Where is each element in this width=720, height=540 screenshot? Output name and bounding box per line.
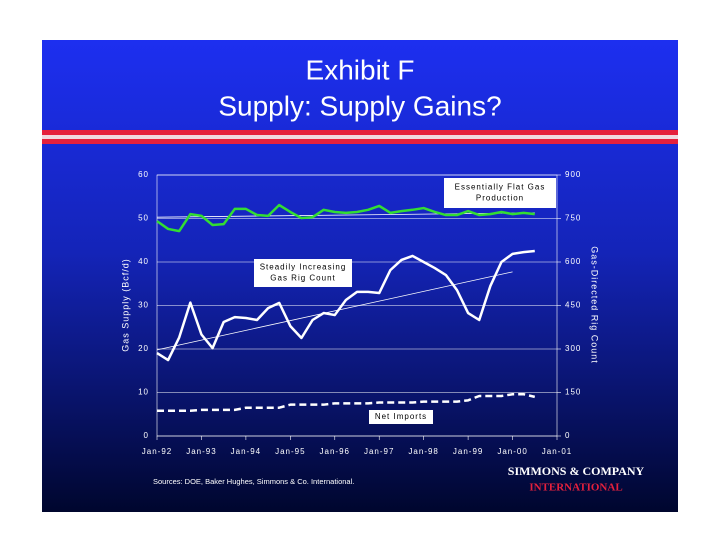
y-tick-label: 0 [144,431,149,440]
y-axis-label: Gas Supply (Bcf/d) [120,258,130,352]
y-tick-label: 50 [138,214,149,223]
logo-name: SIMMONS & COMPANY [508,464,645,478]
x-tick-label: Jan-93 [186,447,216,456]
series-line [156,203,535,233]
series-line [156,249,535,362]
x-tick-label: Jan-94 [231,447,261,456]
y2-tick-label: 600 [565,257,581,266]
source-note: Sources: DOE, Baker Hughes, Simmons & Co… [153,477,354,486]
annotation-box [444,178,556,208]
x-tick-label: Jan-92 [142,447,172,456]
y-tick-label: 60 [138,170,149,179]
y-tick-label: 10 [138,388,149,397]
y2-axis-label: Gas-Directed Rig Count [590,246,600,364]
chart-title: Exhibit F [306,54,415,85]
chart-subtitle: Supply: Supply Gains? [218,90,501,121]
y2-tick-label: 300 [565,344,581,353]
x-tick-label: Jan-01 [542,447,572,456]
y-tick-label: 30 [138,301,149,310]
y-tick-label: 40 [138,257,149,266]
slide-background [42,40,678,512]
series-line [157,392,536,413]
stripe [42,130,678,135]
x-tick-label: Jan-00 [497,447,527,456]
annotation-box [369,410,433,424]
x-tick-label: Jan-97 [364,447,394,456]
x-tick-label: Jan-95 [275,447,305,456]
x-tick-label: Jan-99 [453,447,483,456]
x-tick-label: Jan-96 [320,447,350,456]
annotation-box [254,259,352,287]
annotation-text: Gas Rig Count [270,274,335,283]
stripe [42,139,678,144]
annotation-text: Production [476,194,524,203]
y2-tick-label: 150 [565,388,581,397]
annotation-text: Net Imports [375,412,427,421]
y2-tick-label: 0 [565,431,570,440]
x-tick-label: Jan-98 [408,447,438,456]
logo-tagline: INTERNATIONAL [529,482,622,494]
y2-tick-label: 900 [565,170,581,179]
stripe [42,135,678,139]
y2-tick-label: 450 [565,301,581,310]
y-tick-label: 20 [138,344,149,353]
y2-tick-label: 750 [565,214,581,223]
annotation-text: Steadily Increasing [260,263,347,272]
annotation-text: Essentially Flat Gas [455,183,546,192]
